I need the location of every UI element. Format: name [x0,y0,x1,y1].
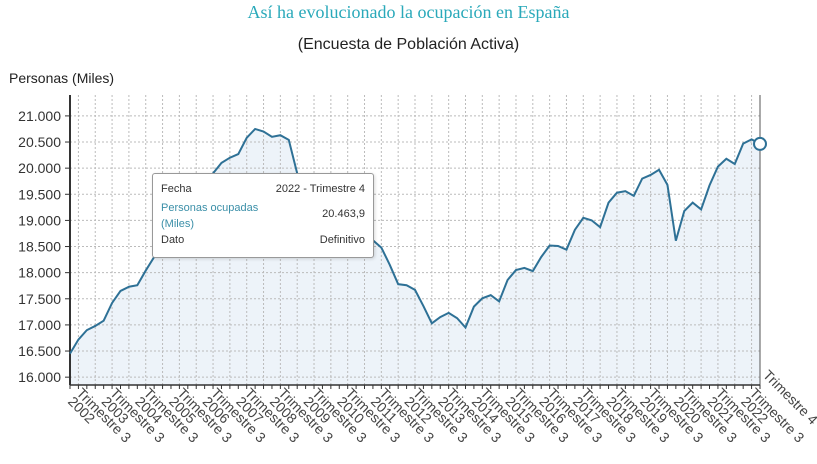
tooltip-fecha-value: 2022 - Trimestre 4 [275,183,365,195]
tooltip-dato-label: Dato [161,234,185,246]
y-tick-label: 16.500 [18,343,61,359]
y-tick-label: 19.500 [18,186,61,202]
tooltip-series-label: Personas ocupadas (Miles) [161,202,259,230]
tooltip-dato-value: Definitivo [319,234,365,246]
chart-subtitle: (Encuesta de Población Activa) [297,36,520,53]
y-axis-title: Personas (Miles) [9,70,115,86]
y-tick-label: 16.000 [18,369,61,385]
y-tick-label: 18.000 [18,265,61,281]
chart-title: Así ha evolucionado la ocupación en Espa… [247,2,570,22]
y-tick-label: 20.000 [18,160,61,176]
tooltip: Fecha 2022 - Trimestre 4 Personas ocupad… [152,173,374,258]
y-tick-label: 17.000 [18,317,61,333]
y-tick-label: 21.000 [18,108,61,124]
highlighted-point-marker [753,136,767,151]
tooltip-fecha-label: Fecha [161,183,192,195]
y-tick-label: 20.500 [18,134,61,150]
tooltip-series-value: 20.463,9 [322,208,365,220]
y-tick-label: 19.000 [18,212,61,228]
y-tick-label: 17.500 [18,291,61,307]
y-tick-label: 18.500 [18,239,61,255]
